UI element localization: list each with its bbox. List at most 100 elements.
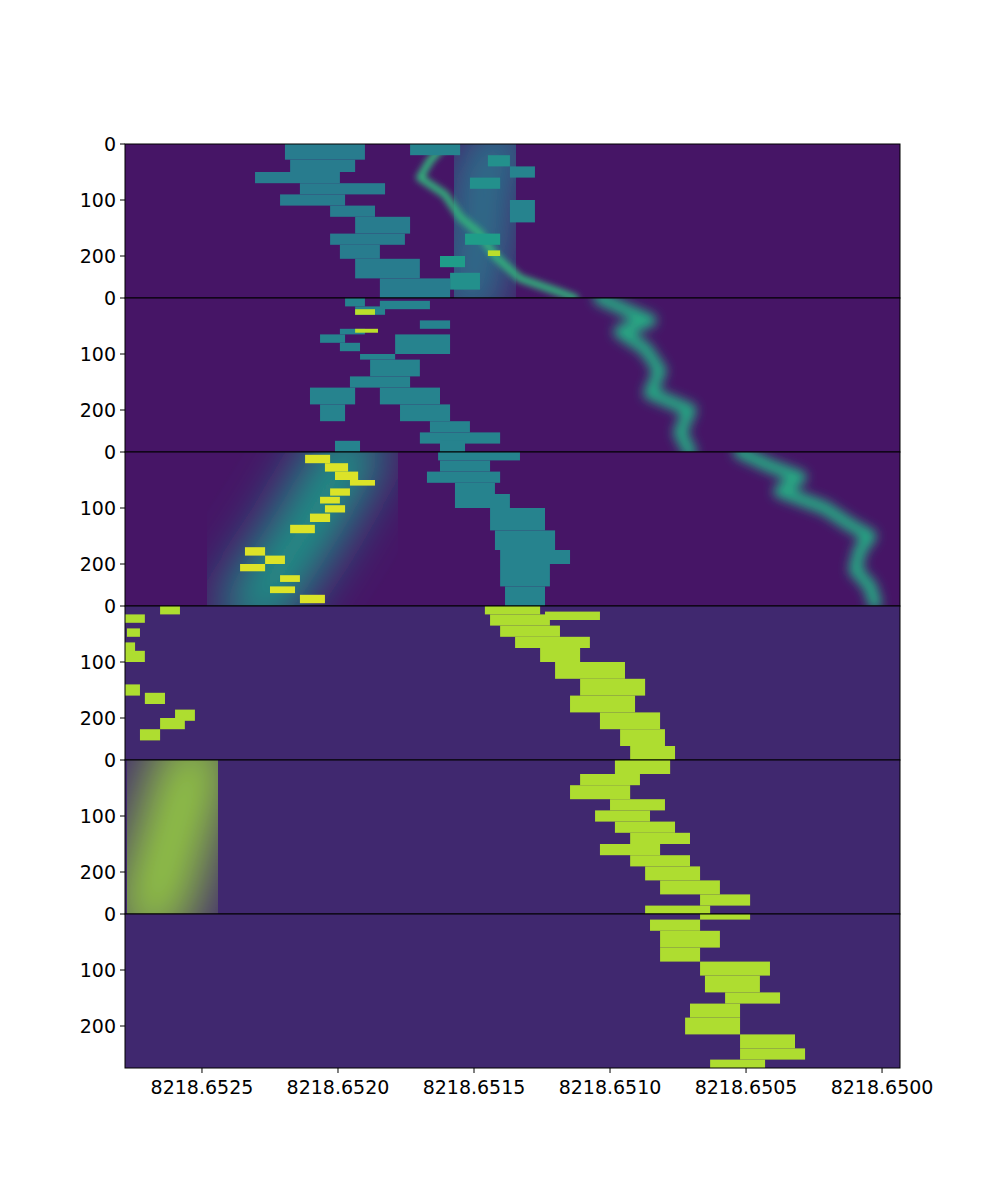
panel-background xyxy=(125,760,900,914)
x-tick xyxy=(337,1068,338,1073)
cell xyxy=(700,962,770,976)
y-tick-label: 0 xyxy=(104,903,116,925)
ridge xyxy=(600,298,690,452)
cell xyxy=(290,525,315,533)
x-tick-label: 8218.6520 xyxy=(287,1076,390,1098)
cell xyxy=(440,460,490,471)
panel-background xyxy=(125,298,900,452)
x-tick xyxy=(610,1068,611,1073)
x-tick xyxy=(746,1068,747,1073)
cell xyxy=(580,679,645,696)
cell xyxy=(600,712,660,729)
cell xyxy=(455,494,510,508)
x-tick xyxy=(882,1068,883,1073)
cell xyxy=(330,488,350,495)
panel-frame xyxy=(125,144,900,298)
cell xyxy=(160,606,180,614)
y-tick-label: 0 xyxy=(104,441,116,463)
cell xyxy=(160,718,185,729)
cell xyxy=(660,931,720,948)
cell xyxy=(645,906,710,914)
y-tick-label: 100 xyxy=(80,805,116,827)
cell xyxy=(615,822,675,833)
cell xyxy=(400,404,450,421)
cell xyxy=(280,194,345,205)
cell xyxy=(615,760,670,774)
cell xyxy=(660,880,720,894)
y-tick-label: 100 xyxy=(80,651,116,673)
ridge xyxy=(420,144,575,298)
cell xyxy=(595,810,650,821)
cell xyxy=(540,648,580,662)
cell xyxy=(325,505,345,512)
y-tick xyxy=(120,606,125,607)
cell xyxy=(465,234,500,245)
y-tick-label: 100 xyxy=(80,189,116,211)
cell xyxy=(740,1048,805,1059)
cell xyxy=(125,614,145,622)
cell xyxy=(305,455,330,463)
cell xyxy=(450,273,480,290)
y-tick-label: 200 xyxy=(80,553,116,575)
cell xyxy=(650,920,700,931)
y-tick-label: 0 xyxy=(104,287,116,309)
cell xyxy=(740,1034,795,1048)
y-tick xyxy=(120,508,125,509)
cell xyxy=(320,497,340,504)
cell xyxy=(330,234,405,245)
cell xyxy=(335,472,358,480)
y-tick xyxy=(120,144,125,145)
y-tick-label: 0 xyxy=(104,595,116,617)
panel-plot xyxy=(125,452,900,606)
panel-frame xyxy=(125,914,900,1068)
cell xyxy=(630,746,675,760)
y-tick xyxy=(120,564,125,565)
panel-plot xyxy=(125,298,900,452)
cell xyxy=(610,799,665,810)
cell xyxy=(380,278,450,298)
cell xyxy=(140,729,160,740)
cell xyxy=(545,612,600,620)
cell xyxy=(515,637,590,648)
cell xyxy=(280,575,300,582)
cell xyxy=(395,334,450,354)
panel-frame xyxy=(125,452,900,606)
y-tick xyxy=(120,718,125,719)
cell xyxy=(300,595,325,603)
y-tick xyxy=(120,452,125,453)
y-tick xyxy=(120,970,125,971)
cell xyxy=(488,250,500,256)
cell xyxy=(340,343,360,351)
cell xyxy=(500,564,550,586)
cell xyxy=(355,309,375,315)
cell xyxy=(370,360,420,377)
cell xyxy=(125,651,145,662)
cell xyxy=(495,530,555,550)
cell xyxy=(290,160,355,172)
cell xyxy=(488,155,510,166)
panel-frame xyxy=(125,606,900,760)
cell xyxy=(420,320,450,328)
x-tick-label: 8218.6500 xyxy=(831,1076,934,1098)
cell xyxy=(355,259,420,279)
y-tick-label: 100 xyxy=(80,343,116,365)
y-tick-label: 200 xyxy=(80,399,116,421)
cell xyxy=(127,628,140,636)
y-tick-label: 200 xyxy=(80,861,116,883)
cell xyxy=(300,183,385,194)
cell xyxy=(430,421,470,432)
cell xyxy=(310,388,355,405)
cell xyxy=(705,976,760,993)
cell xyxy=(355,217,410,234)
chart-root: 0100200010020001002000100200010020001002… xyxy=(0,0,1000,1200)
cell xyxy=(690,1004,740,1018)
cell xyxy=(325,463,348,471)
cell xyxy=(355,306,385,314)
cell xyxy=(700,894,750,905)
x-tick-label: 8218.6510 xyxy=(559,1076,662,1098)
cell xyxy=(725,992,780,1003)
cell xyxy=(570,785,630,799)
cell xyxy=(600,844,660,855)
x-tick xyxy=(201,1068,202,1073)
panel-plot xyxy=(125,760,900,914)
